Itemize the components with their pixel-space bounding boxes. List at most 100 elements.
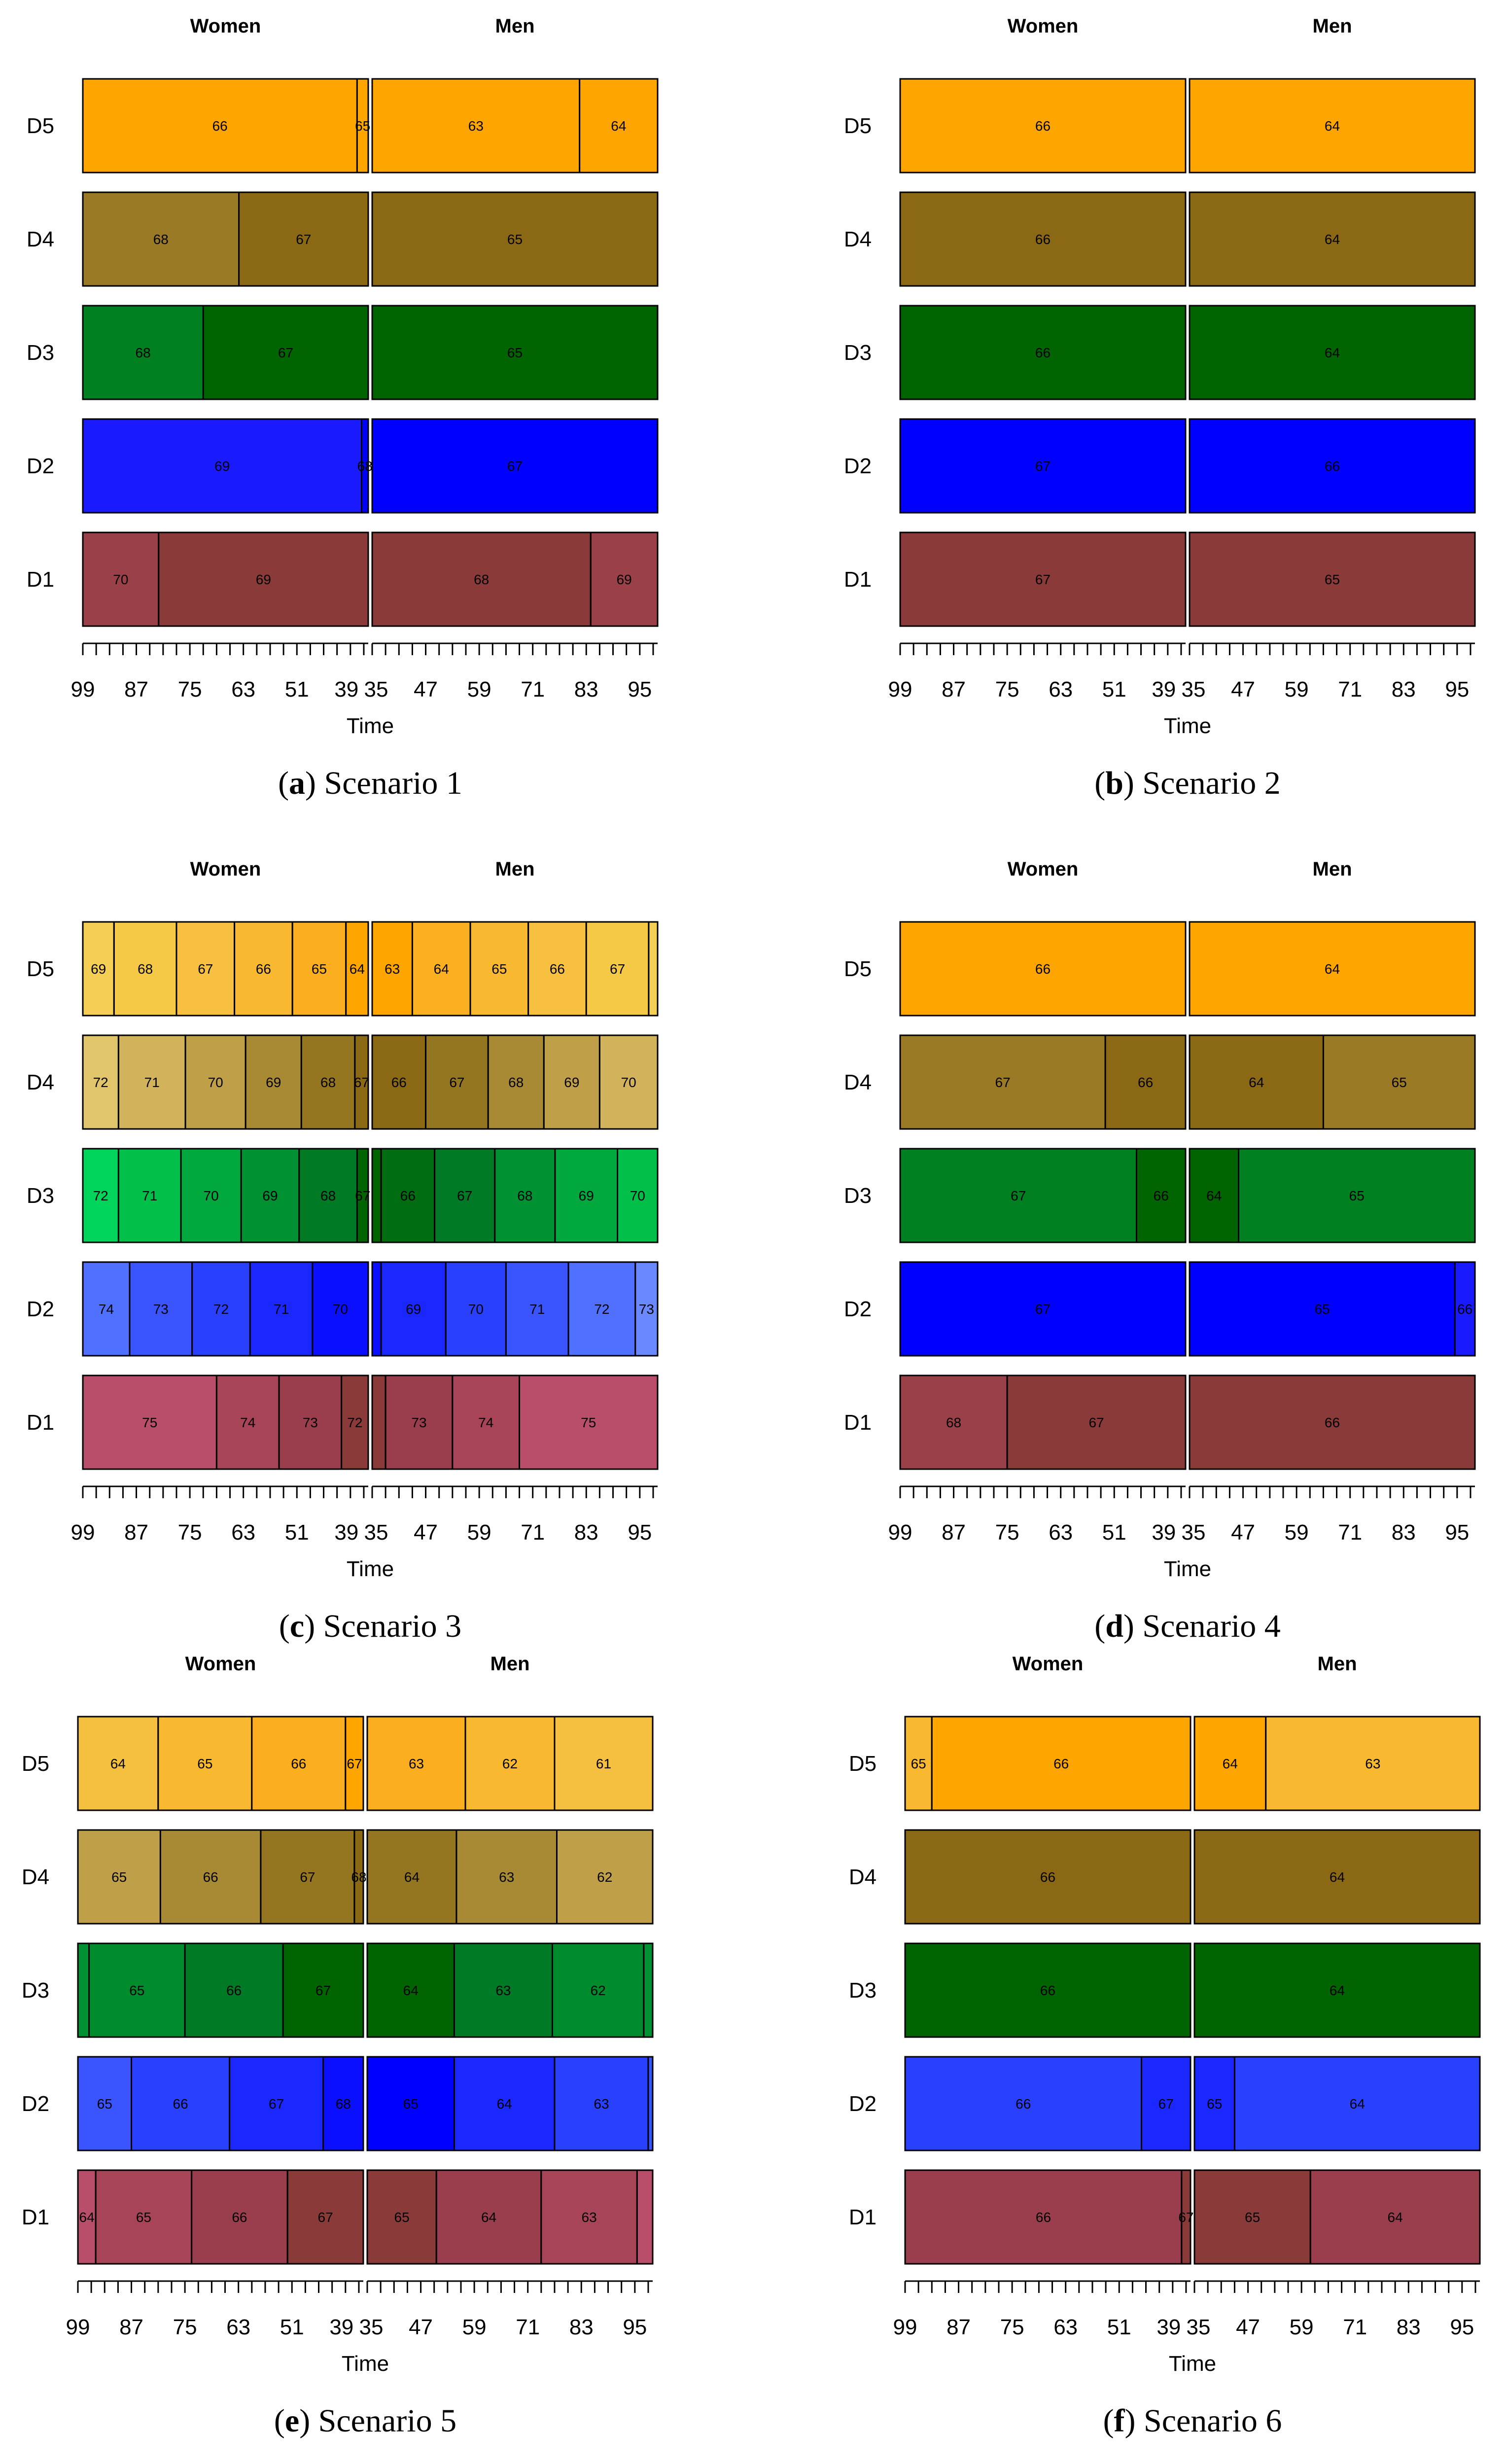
bar-segment	[904, 1716, 933, 1811]
segment-label: 66	[212, 118, 228, 134]
segment-label: 65	[491, 961, 507, 977]
bar-segment	[899, 305, 1187, 400]
segment-label: 72	[213, 1302, 229, 1317]
tick-label: 39	[1152, 677, 1176, 702]
bar-segment	[366, 1942, 455, 2038]
panel-label-men: Men	[495, 858, 535, 880]
tick-label: 87	[942, 1520, 966, 1545]
segment-label: 64	[481, 2210, 496, 2225]
segment-label: 65	[1392, 1075, 1407, 1090]
figure-caption: (e) Scenario 5	[274, 2403, 456, 2439]
segment-label: 69	[406, 1302, 421, 1317]
bar-segment	[191, 2169, 288, 2265]
bar-segment	[434, 1148, 496, 1243]
bar-segment	[899, 418, 1187, 514]
row-label: D5	[849, 1752, 876, 1776]
row-label: D4	[27, 1070, 54, 1094]
x-axis-label: Time	[1164, 714, 1211, 738]
bar-segment	[175, 921, 236, 1017]
segment-label: 62	[591, 1983, 606, 1998]
segment-label: 65	[1245, 2210, 1260, 2225]
segment-label: 65	[1207, 2096, 1222, 2112]
segment-label: 64	[79, 2210, 95, 2225]
tick-label: 47	[1231, 677, 1255, 702]
bar-segment	[82, 1148, 119, 1243]
segment-label: 69	[91, 961, 106, 977]
bar-segment	[77, 1829, 161, 1925]
segment-label: 67	[1178, 2210, 1193, 2225]
segment-label: 65	[1325, 572, 1340, 587]
segment-label: 66	[1138, 1075, 1153, 1090]
bar-segment	[1193, 1716, 1267, 1811]
tick-label: 95	[628, 1520, 652, 1545]
segment-label: 65	[507, 232, 523, 247]
bar-segment	[286, 2169, 364, 2265]
panel-label-men: Men	[1313, 858, 1352, 880]
bar-segment	[249, 1261, 314, 1357]
bar-segment	[371, 1034, 427, 1130]
segment-label: 66	[550, 961, 565, 977]
bar-segment	[469, 921, 529, 1017]
bar-segment	[184, 1034, 246, 1130]
segment-label: 67	[1088, 1415, 1104, 1430]
x-axis-label: Time	[347, 1557, 394, 1581]
panel-label-men: Men	[1318, 1653, 1357, 1675]
bar-segment	[371, 418, 659, 514]
row-label: D5	[27, 957, 54, 981]
bar-segment	[360, 418, 369, 514]
segment-label: 70	[208, 1075, 223, 1090]
segment-label: 70	[630, 1188, 645, 1203]
bar-segment	[82, 418, 362, 514]
segment-label: 64	[1325, 118, 1340, 134]
bar-segment	[366, 1829, 457, 1925]
segment-label: 64	[1330, 1983, 1345, 1998]
segment-label: 67	[1035, 1302, 1051, 1317]
tick-label: 71	[1343, 2315, 1367, 2339]
bar-segment	[899, 78, 1187, 174]
bar-segment	[899, 191, 1187, 287]
bar-segment	[300, 1034, 356, 1130]
panel-label-men: Men	[491, 1653, 530, 1675]
chart-c: Women Men D5 69 68 67 66 65 64 63 64 65 66 67 D4 72 71 70…	[27, 858, 659, 1644]
segment-label: 73	[153, 1302, 169, 1317]
tick-label: 59	[462, 2315, 487, 2339]
segment-label: 66	[1035, 232, 1051, 247]
bar-segment	[1181, 2169, 1192, 2265]
bar-segment	[452, 1374, 521, 1470]
bar-segment	[487, 1034, 545, 1130]
row-label: D5	[844, 957, 872, 981]
figure-caption: (c) Scenario 3	[279, 1608, 461, 1644]
bar-segment	[554, 2056, 649, 2151]
chart-b: Women Men D5 66 64 D4 66 64 D3 66 64 D2 67 66 D1 67 65 99…	[844, 15, 1476, 801]
tick-label: 83	[1392, 677, 1416, 702]
bar-segment	[95, 2169, 193, 2265]
segment-label: 67	[198, 961, 213, 977]
bar-segment	[380, 1148, 436, 1243]
bar-segment	[371, 305, 659, 400]
segment-label: 70	[113, 572, 128, 587]
bar-segment	[453, 2056, 556, 2151]
bar-segment	[77, 2056, 133, 2151]
tick-label: 99	[893, 2315, 917, 2339]
bar-segment	[648, 921, 659, 1017]
bar-segment	[353, 1829, 364, 1925]
segment-label: 63	[582, 2210, 597, 2225]
segment-label: 74	[99, 1302, 114, 1317]
bar-segment	[371, 921, 413, 1017]
bar-segment	[899, 921, 1187, 1017]
segment-label: 67	[1158, 2096, 1174, 2112]
segment-label: 68	[153, 232, 169, 247]
bar-segment	[1189, 1374, 1476, 1470]
tick-label: 83	[574, 677, 598, 702]
segment-label: 67	[507, 458, 523, 474]
row-label: D4	[844, 227, 872, 251]
row-label: D1	[22, 2205, 49, 2229]
segment-label: 69	[579, 1188, 594, 1203]
tick-label: 75	[995, 677, 1019, 702]
segment-label: 66	[203, 1869, 218, 1885]
segment-label: 68	[946, 1415, 961, 1430]
segment-label: 68	[517, 1188, 532, 1203]
bar-segment	[1189, 418, 1476, 514]
tick-label: 59	[467, 677, 491, 702]
